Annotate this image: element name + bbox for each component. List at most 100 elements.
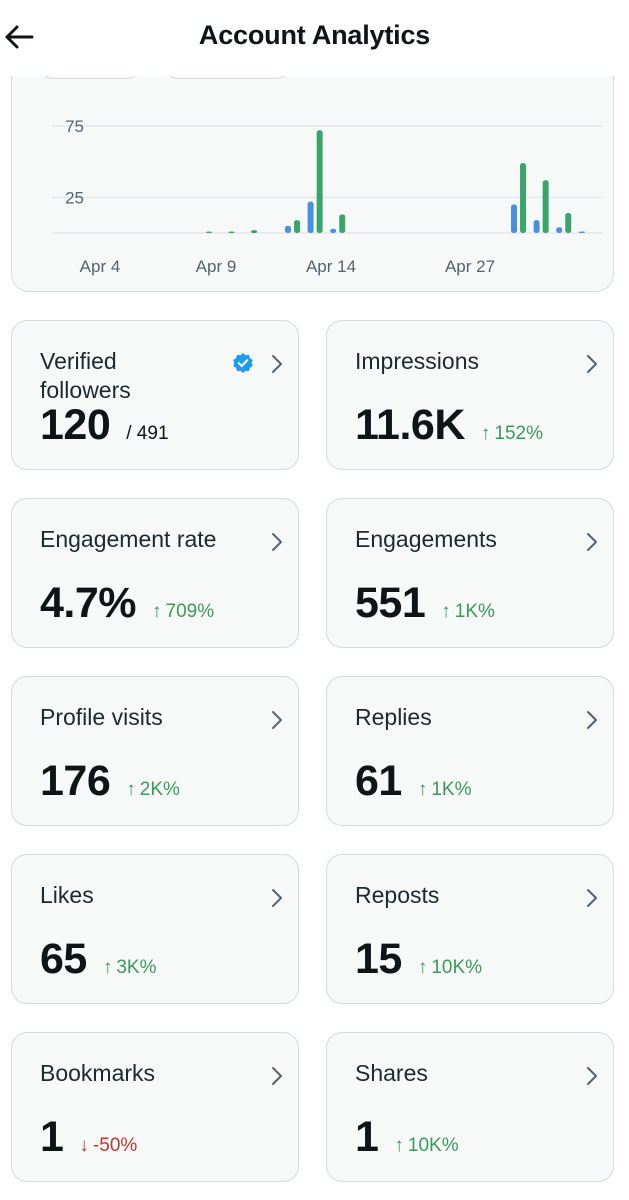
metric-change: ↑ 152% (481, 423, 543, 445)
metric-change-value: 152% (494, 423, 543, 444)
chevron-right-icon (272, 889, 282, 907)
metric-change-value: 10K% (431, 957, 483, 978)
chart-bar-blue (511, 204, 517, 233)
metric-value: 120 (40, 401, 111, 449)
metric-card-shares[interactable]: Shares 1 ↑ 10K% (326, 1032, 614, 1182)
metric-change: ↑ 709% (152, 601, 214, 623)
chart-bar-green (542, 180, 549, 233)
metric-label: Shares (355, 1060, 428, 1086)
chart-bar-green (205, 231, 212, 233)
metric-card-likes[interactable]: Likes 65 ↑ 3K% (11, 854, 299, 1004)
metric-label: Impressions (355, 348, 479, 374)
metric-change: ↑ 10K% (394, 1135, 458, 1157)
arrow-up-icon: ↑ (152, 601, 162, 622)
metric-value-row: 15 ↑ 10K% (355, 935, 482, 984)
arrow-up-icon: ↑ (417, 779, 428, 800)
metric-change-value: 1K% (431, 779, 472, 800)
metric-value: 176 (40, 757, 111, 805)
chevron-right-icon (272, 1067, 282, 1085)
metric-card-verified-followers[interactable]: Verified followers 120 / 491 (11, 320, 299, 470)
chevron-right-icon (587, 533, 597, 551)
activity-chart-card: 75 25 Apr 4 Apr 9 Apr 14 Apr 27 (11, 40, 614, 292)
metric-value-row: 176 ↑ 2K% (40, 757, 180, 806)
chevron-right-icon (272, 533, 282, 551)
metric-value: 61 (355, 757, 402, 805)
metric-total: / 491 (126, 423, 169, 444)
chart-bar-blue (285, 225, 291, 233)
metric-card-reposts[interactable]: Reposts 15 ↑ 10K% (326, 854, 614, 1004)
chevron-right-icon (587, 1067, 597, 1085)
x-tick-label: Apr 9 (196, 257, 237, 276)
chart-bar-blue (307, 201, 314, 233)
metric-value-row: 65 ↑ 3K% (40, 935, 156, 984)
chevron-right-icon (272, 711, 282, 729)
x-tick-label: Apr 14 (306, 257, 356, 276)
metric-value: 1 (40, 1113, 64, 1161)
arrow-up-icon: ↑ (126, 779, 136, 800)
metric-label: Replies (355, 704, 432, 730)
metric-card-engagements[interactable]: Engagements 551 ↑ 1K% (326, 498, 614, 648)
chart-bar-green (316, 130, 323, 233)
metric-value-row: 61 ↑ 1K% (355, 757, 471, 806)
chart-bar-green (294, 220, 301, 233)
page-title: Account Analytics (198, 20, 431, 50)
metric-change-value: 709% (165, 601, 215, 622)
metric-change: ↑ 2K% (126, 779, 180, 801)
metric-value: 15 (355, 935, 402, 983)
metric-label: Profile visits (40, 704, 163, 730)
chart-bar-green (520, 163, 527, 233)
chart-bar-green (228, 231, 235, 233)
metric-label: Bookmarks (40, 1060, 156, 1086)
metric-change-value: 3K% (116, 957, 157, 978)
metric-value-row: 11.6K ↑ 152% (355, 401, 543, 450)
back-arrow-icon[interactable] (2, 20, 36, 54)
arrow-up-icon: ↑ (394, 1135, 404, 1156)
x-tick-label: Apr 27 (445, 257, 495, 276)
chart-bar-blue (556, 227, 563, 233)
metric-change-value: 2K% (139, 779, 180, 800)
metric-label: Reposts (355, 882, 440, 908)
y-tick-label: 25 (65, 188, 84, 207)
metric-card-engagement-rate[interactable]: Engagement rate 4.7% ↑ 709% (11, 498, 299, 648)
metric-change-value: 1K% (454, 601, 495, 622)
metric-change-value: -50% (92, 1135, 138, 1156)
metric-change: ↑ 1K% (418, 779, 472, 801)
metric-label: Likes (40, 882, 94, 908)
metric-label: Verified followers (40, 348, 131, 403)
chart-bar-green (565, 213, 572, 233)
activity-bar-chart: 75 25 Apr 4 Apr 9 Apr 14 Apr 27 (52, 117, 602, 276)
chart-bar-green (339, 214, 346, 233)
metric-card-impressions[interactable]: Impressions 11.6K ↑ 152% (326, 320, 614, 470)
metric-value-row: 551 ↑ 1K% (355, 579, 495, 628)
chevron-right-icon (587, 355, 597, 373)
metric-value: 65 (40, 935, 87, 983)
metric-card-bookmarks[interactable]: Bookmarks 1 ↓ -50% (11, 1032, 299, 1182)
chart-bar-blue (533, 220, 540, 233)
metric-value-row: 1 ↑ 10K% (355, 1113, 459, 1162)
chevron-right-icon (587, 711, 597, 729)
chart-bar-blue (330, 228, 337, 233)
metric-card-replies[interactable]: Replies 61 ↑ 1K% (326, 676, 614, 826)
metric-change: ↑ 3K% (103, 957, 157, 979)
metric-change: ↑ 1K% (441, 601, 495, 623)
y-tick-label: 75 (65, 117, 84, 136)
arrow-up-icon: ↑ (102, 957, 113, 978)
metric-change: ↑ 10K% (418, 957, 482, 979)
chart-bar-blue (578, 231, 585, 233)
metric-value: 551 (355, 579, 426, 627)
metric-label: Engagement rate (40, 526, 217, 552)
metric-card-profile-visits[interactable]: Profile visits 176 ↑ 2K% (11, 676, 299, 826)
arrow-up-icon: ↑ (417, 957, 428, 978)
verified-badge-icon (233, 353, 253, 373)
chevron-right-icon (587, 889, 597, 907)
arrow-down-icon: ↓ (79, 1135, 89, 1156)
metric-value: 4.7% (40, 579, 137, 627)
chart-bar-green (251, 230, 258, 233)
metric-value-row: 1 ↓ -50% (40, 1113, 137, 1162)
metric-change-value: 10K% (407, 1135, 459, 1156)
metric-value: 1 (355, 1113, 379, 1161)
metric-value-row: 4.7% ↑ 709% (40, 579, 214, 628)
metric-change: ↓ -50% (79, 1135, 137, 1157)
metric-label: Engagements (355, 526, 497, 552)
metric-value: 11.6K (355, 401, 465, 449)
